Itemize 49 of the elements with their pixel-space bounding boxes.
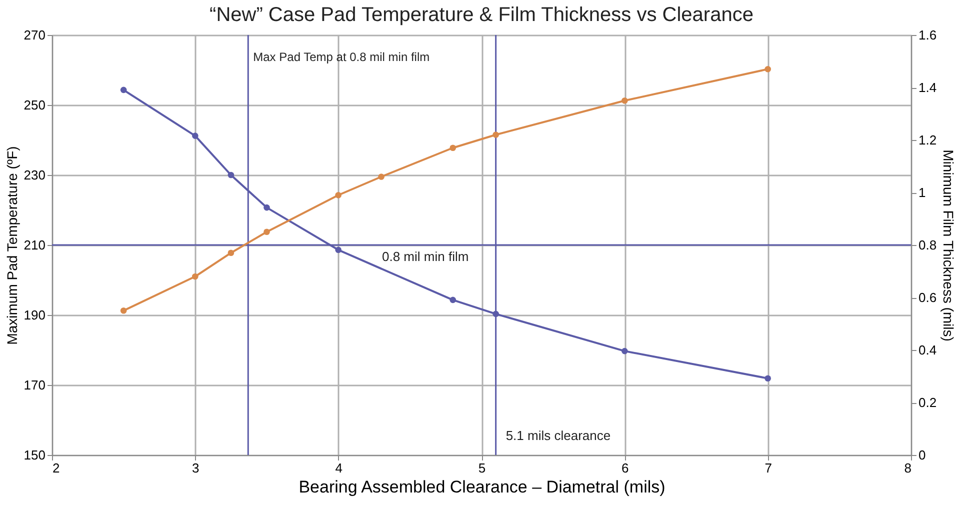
x-tick-label: 8 [904,460,912,476]
y2-tick-label: 0.8 [918,238,937,252]
y2-tick-label: 1.2 [918,132,937,148]
y-tick-label: 250 [24,98,46,112]
point [264,204,270,211]
point [192,273,198,280]
ref-line-label: 5.1 mils clearance [506,428,611,443]
y-tick-label: 230 [24,168,46,182]
y2-tick-label: 1 [918,185,926,200]
ref-line-label: Max Pad Temp at 0.8 mil min film [253,50,430,64]
point [622,348,628,354]
y2-tick-label: 0.4 [918,342,937,358]
y2-tick-label: 1.4 [918,80,937,95]
point [378,174,384,180]
y2-tick-label: 0 [918,448,926,462]
point [335,246,342,254]
point [492,310,499,318]
x-tick-label: 4 [335,460,342,476]
ref-line-label: 0.8 mil min film [382,249,469,264]
chart-title: “New” Case Pad Temperature & Film Thickness vs Clearance [210,4,754,26]
point [264,228,270,236]
y2-axis-title: Minimum Film Thickness (mils) [940,150,957,342]
y-tick-label: 270 [24,28,46,42]
point [764,66,771,72]
point [622,97,628,104]
point [450,296,456,304]
point [492,132,499,138]
y2-tick-label: 0.2 [918,395,937,410]
y-tick-label: 170 [24,378,46,392]
x-tick-label: 5 [478,460,486,476]
point [192,132,198,139]
x-tick-label: 6 [622,460,629,476]
point [764,375,771,382]
y2-tick-label: 0.6 [918,290,937,305]
y-axis-title: Maximum Pad Temperature (ºF) [4,146,20,345]
y2-tick-label: 1.6 [918,28,937,42]
x-axis-title: Bearing Assembled Clearance – Diametral (mils) [298,478,666,496]
x-tick-label: 3 [192,460,200,476]
point [120,307,127,314]
x-tick-label: 7 [764,460,772,476]
point [450,144,456,152]
point [228,250,234,256]
x-tick-label: 2 [52,460,60,476]
y-tick-label: 190 [24,308,46,322]
y-tick-label: 150 [24,448,46,462]
y-tick-label: 210 [24,238,46,252]
point [335,192,342,198]
point [228,172,234,178]
point [120,86,127,94]
